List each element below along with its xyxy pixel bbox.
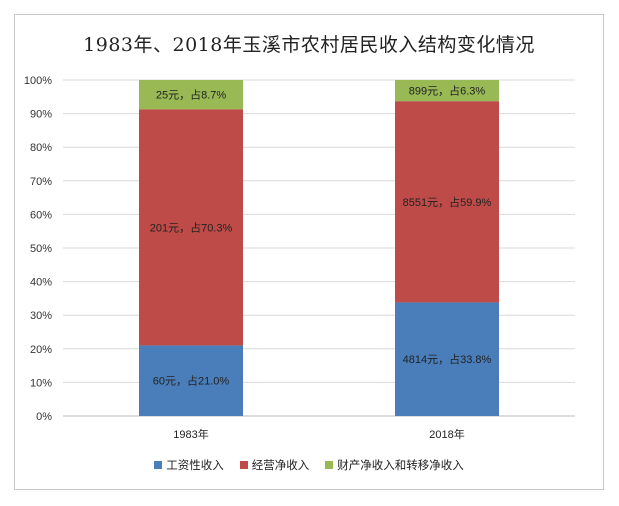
data-label: 25元，占8.7% [156,88,227,102]
data-label: 899元，占6.3% [409,84,486,98]
y-tick-label: 100% [24,75,52,87]
y-tick-label: 90% [30,109,52,121]
legend-label: 经营净收入 [251,460,310,472]
data-label: 201元，占70.3% [150,220,233,234]
legend-label: 工资性收入 [166,460,224,472]
x-tick-label: 1983年 [173,427,208,441]
x-tick-label: 2018年 [429,427,464,441]
bar-segment [395,80,499,102]
chart-title: 1983年、2018年玉溪市农村居民收入结构变化情况 [83,34,535,56]
y-tick-label: 0% [36,411,52,423]
y-tick-label: 60% [30,209,52,221]
bar-segment [139,80,243,110]
y-tick-label: 10% [30,377,52,389]
bar-segment [139,345,243,416]
bar-segment [395,101,499,303]
data-label: 4814元，占33.8% [403,352,492,366]
bar-segment [395,302,499,416]
data-label: 8551元，占59.9% [403,195,492,209]
legend: 工资性收入 经营净收入 财产净收入和转移净收入 [14,457,604,473]
legend-swatch [154,461,163,469]
chart-frame [14,14,604,490]
data-label: 60元，占21.0% [153,374,230,388]
legend-item: 经营净收入 [239,457,310,473]
y-tick-label: 70% [30,176,52,188]
y-tick-label: 20% [30,344,52,356]
y-tick-label: 40% [30,277,52,289]
legend-item: 财产净收入和转移净收入 [325,457,464,473]
y-tick-label: 80% [30,142,52,154]
bar-segment [139,109,243,346]
legend-label: 财产净收入和转移净收入 [337,460,464,472]
legend-swatch [239,461,248,469]
y-tick-label: 50% [30,243,52,255]
legend-item: 工资性收入 [154,457,224,473]
y-tick-label: 30% [30,310,52,322]
legend-swatch [325,461,334,469]
